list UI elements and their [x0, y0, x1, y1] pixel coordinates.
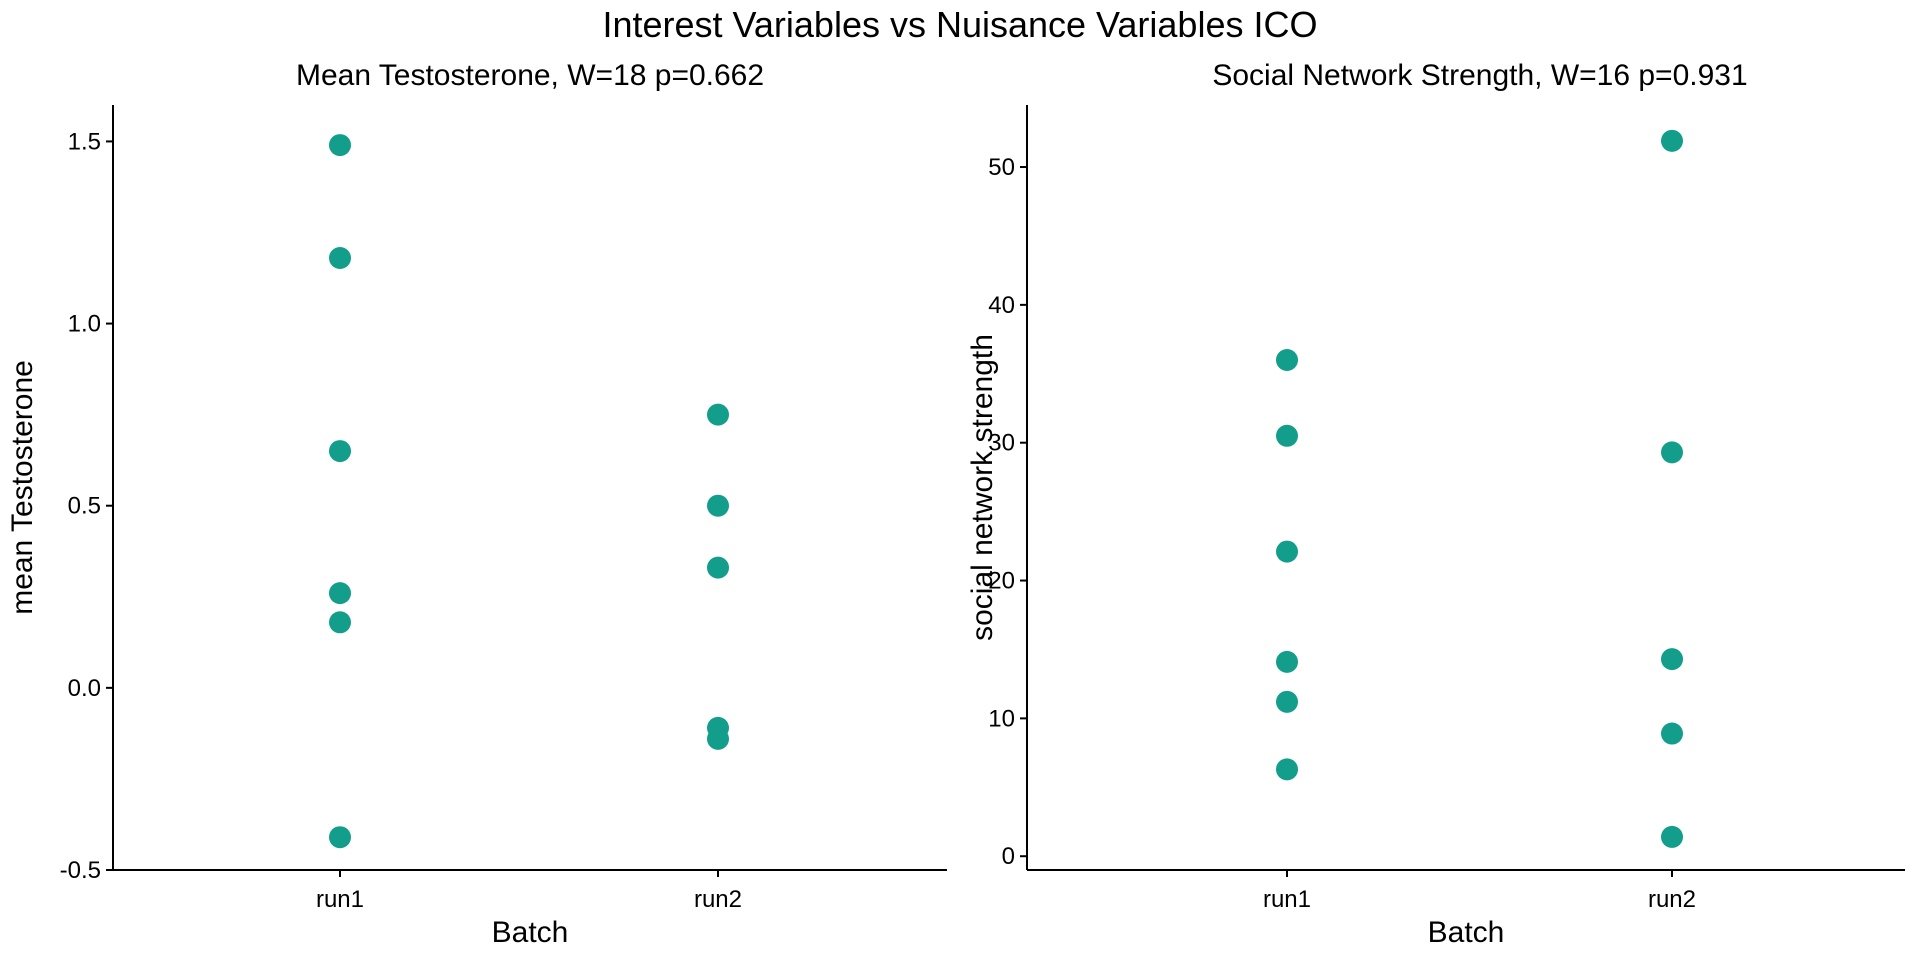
data-point	[1276, 540, 1298, 563]
data-point	[707, 556, 729, 579]
data-point	[707, 727, 729, 750]
panel-title: Social Network Strength, W=16 p=0.931	[1212, 59, 1747, 92]
x-tick-label: run2	[694, 886, 742, 913]
panel-social-network-strength: Social Network Strength, W=16 p=0.931 0 10…	[966, 59, 1905, 949]
data-point	[329, 582, 351, 605]
data-point	[1661, 129, 1683, 152]
data-point	[1276, 758, 1298, 781]
panel-mean-testosterone: Mean Testosterone, W=18 p=0.662 -0.5 0.0 0.…	[6, 59, 947, 949]
y-tick-label: 0.5	[68, 493, 101, 520]
y-tick-label: 1.0	[68, 311, 101, 338]
data-point	[1276, 650, 1298, 673]
data-point	[329, 134, 351, 157]
x-tick-label: run2	[1648, 886, 1696, 913]
data-point	[1661, 722, 1683, 745]
y-tick-label: 50	[988, 154, 1015, 181]
figure-title: Interest Variables vs Nuisance Variables…	[603, 4, 1318, 45]
y-tick-label: 40	[988, 292, 1015, 319]
data-point	[329, 826, 351, 849]
y-axis-title: social network strength	[966, 334, 999, 641]
x-tick-label: run1	[1263, 886, 1311, 913]
y-tick-label: 10	[988, 705, 1015, 732]
panel-title: Mean Testosterone, W=18 p=0.662	[296, 59, 764, 92]
data-point	[329, 440, 351, 463]
y-tick-label: 30	[988, 430, 1015, 457]
data-point	[1276, 690, 1298, 713]
y-tick-label: 1.5	[68, 128, 101, 155]
data-point	[707, 403, 729, 426]
y-tick-label: 0.0	[68, 675, 101, 702]
x-tick-label: run1	[316, 886, 364, 913]
y-axis-title: mean Testosterone	[6, 360, 39, 615]
data-point	[1276, 424, 1298, 447]
data-point	[1661, 648, 1683, 671]
y-tick-label: 0	[1002, 843, 1015, 870]
data-point	[329, 611, 351, 634]
x-axis-title: Batch	[492, 916, 569, 949]
x-axis-title: Batch	[1428, 916, 1505, 949]
data-point	[1661, 825, 1683, 848]
data-point	[1276, 349, 1298, 371]
y-tick-label: -0.5	[60, 857, 101, 884]
data-point	[1661, 441, 1683, 464]
data-point	[329, 247, 351, 269]
data-point	[707, 494, 729, 517]
y-tick-label: 20	[988, 568, 1015, 595]
